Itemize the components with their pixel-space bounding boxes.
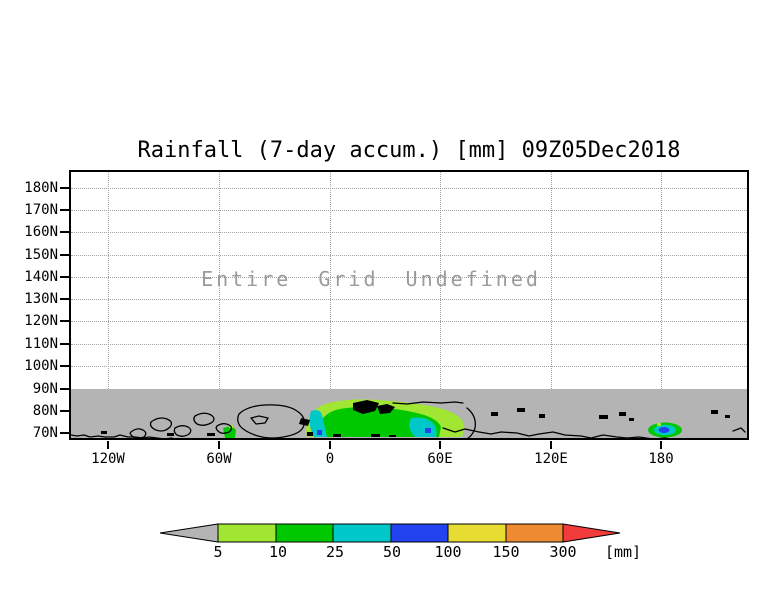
gridline-vertical <box>440 172 441 389</box>
map-band <box>71 389 747 438</box>
gridline-vertical <box>108 172 109 389</box>
plot-inner: Entire Grid Undefined <box>71 172 747 438</box>
rain-patch-blue <box>317 430 322 435</box>
x-tick <box>439 441 441 449</box>
colorbar-label: 5 <box>213 543 223 561</box>
rain-patch-cyan <box>309 410 327 437</box>
chart-title: Rainfall (7-day accum.) [mm] 09Z05Dec201… <box>137 138 681 163</box>
y-tick <box>60 343 69 345</box>
y-tick <box>60 365 69 367</box>
colorbar <box>159 523 621 543</box>
gridline-horizontal <box>71 344 747 345</box>
rain-patch-blue <box>425 428 431 433</box>
y-tick <box>60 254 69 256</box>
colorbar-segment <box>447 523 507 543</box>
x-tick <box>660 441 662 449</box>
colorbar-label: 10 <box>268 543 288 561</box>
y-axis-label: 110N <box>24 336 58 352</box>
gridline-vertical <box>219 172 220 389</box>
colorbar-below-arrow <box>159 523 219 543</box>
y-tick <box>60 432 69 434</box>
colorbar-segment <box>505 523 564 543</box>
plot-area: Entire Grid Undefined <box>69 170 749 440</box>
gridline-horizontal <box>71 210 747 211</box>
colorbar-segment <box>217 523 277 543</box>
y-axis-label: 80N <box>32 403 58 419</box>
y-axis-label: 120N <box>24 313 58 329</box>
colorbar-label: 150 <box>492 543 520 561</box>
x-tick <box>107 441 109 449</box>
y-tick <box>60 298 69 300</box>
x-tick <box>329 441 331 449</box>
y-tick <box>60 388 69 390</box>
gridline-horizontal <box>71 232 747 233</box>
y-axis-label: 100N <box>24 358 58 374</box>
colorbar-above-arrow <box>562 523 621 543</box>
colorbar-unit-label: [mm] <box>604 543 642 561</box>
y-tick <box>60 320 69 322</box>
colorbar-segment <box>390 523 449 543</box>
colorbar-segment <box>275 523 334 543</box>
x-axis-label: 120E <box>534 451 568 467</box>
y-tick <box>60 209 69 211</box>
rain-blob-blue <box>658 427 670 433</box>
y-tick <box>60 231 69 233</box>
gridline-horizontal <box>71 321 747 322</box>
y-axis-label: 140N <box>24 269 58 285</box>
y-axis-label: 160N <box>24 224 58 240</box>
gridline-vertical <box>661 172 662 389</box>
island-specks <box>101 400 730 437</box>
gridline-horizontal <box>71 277 747 278</box>
gridline-horizontal <box>71 255 747 256</box>
x-axis-label: 120W <box>91 451 125 467</box>
x-tick <box>550 441 552 449</box>
y-axis-label: 170N <box>24 202 58 218</box>
coastlines <box>71 401 746 438</box>
y-tick <box>60 276 69 278</box>
y-axis-label: 90N <box>32 381 58 397</box>
gridline-vertical <box>551 172 552 389</box>
colorbar-label: 25 <box>325 543 345 561</box>
y-axis-label: 150N <box>24 247 58 263</box>
x-tick <box>218 441 220 449</box>
y-axis-label: 130N <box>24 291 58 307</box>
colorbar-segment <box>332 523 392 543</box>
rain-blob-fringe <box>657 423 661 426</box>
gridline-horizontal <box>71 188 747 189</box>
colorbar-label: 300 <box>549 543 577 561</box>
y-axis-label: 70N <box>32 425 58 441</box>
undefined-grid-annotation: Entire Grid Undefined <box>201 267 541 291</box>
gridline-vertical <box>330 172 331 389</box>
y-tick <box>60 410 69 412</box>
gridline-horizontal <box>71 299 747 300</box>
y-axis-label: 180N <box>24 180 58 196</box>
x-axis-label: 180 <box>648 451 674 467</box>
x-axis-label: 60W <box>206 451 232 467</box>
colorbar-label: 50 <box>382 543 402 561</box>
gridline-horizontal <box>71 366 747 367</box>
x-axis-label: 60E <box>427 451 453 467</box>
y-tick <box>60 187 69 189</box>
colorbar-label: 100 <box>434 543 462 561</box>
x-axis-label: 0 <box>325 451 335 467</box>
coastline-map <box>71 399 746 438</box>
